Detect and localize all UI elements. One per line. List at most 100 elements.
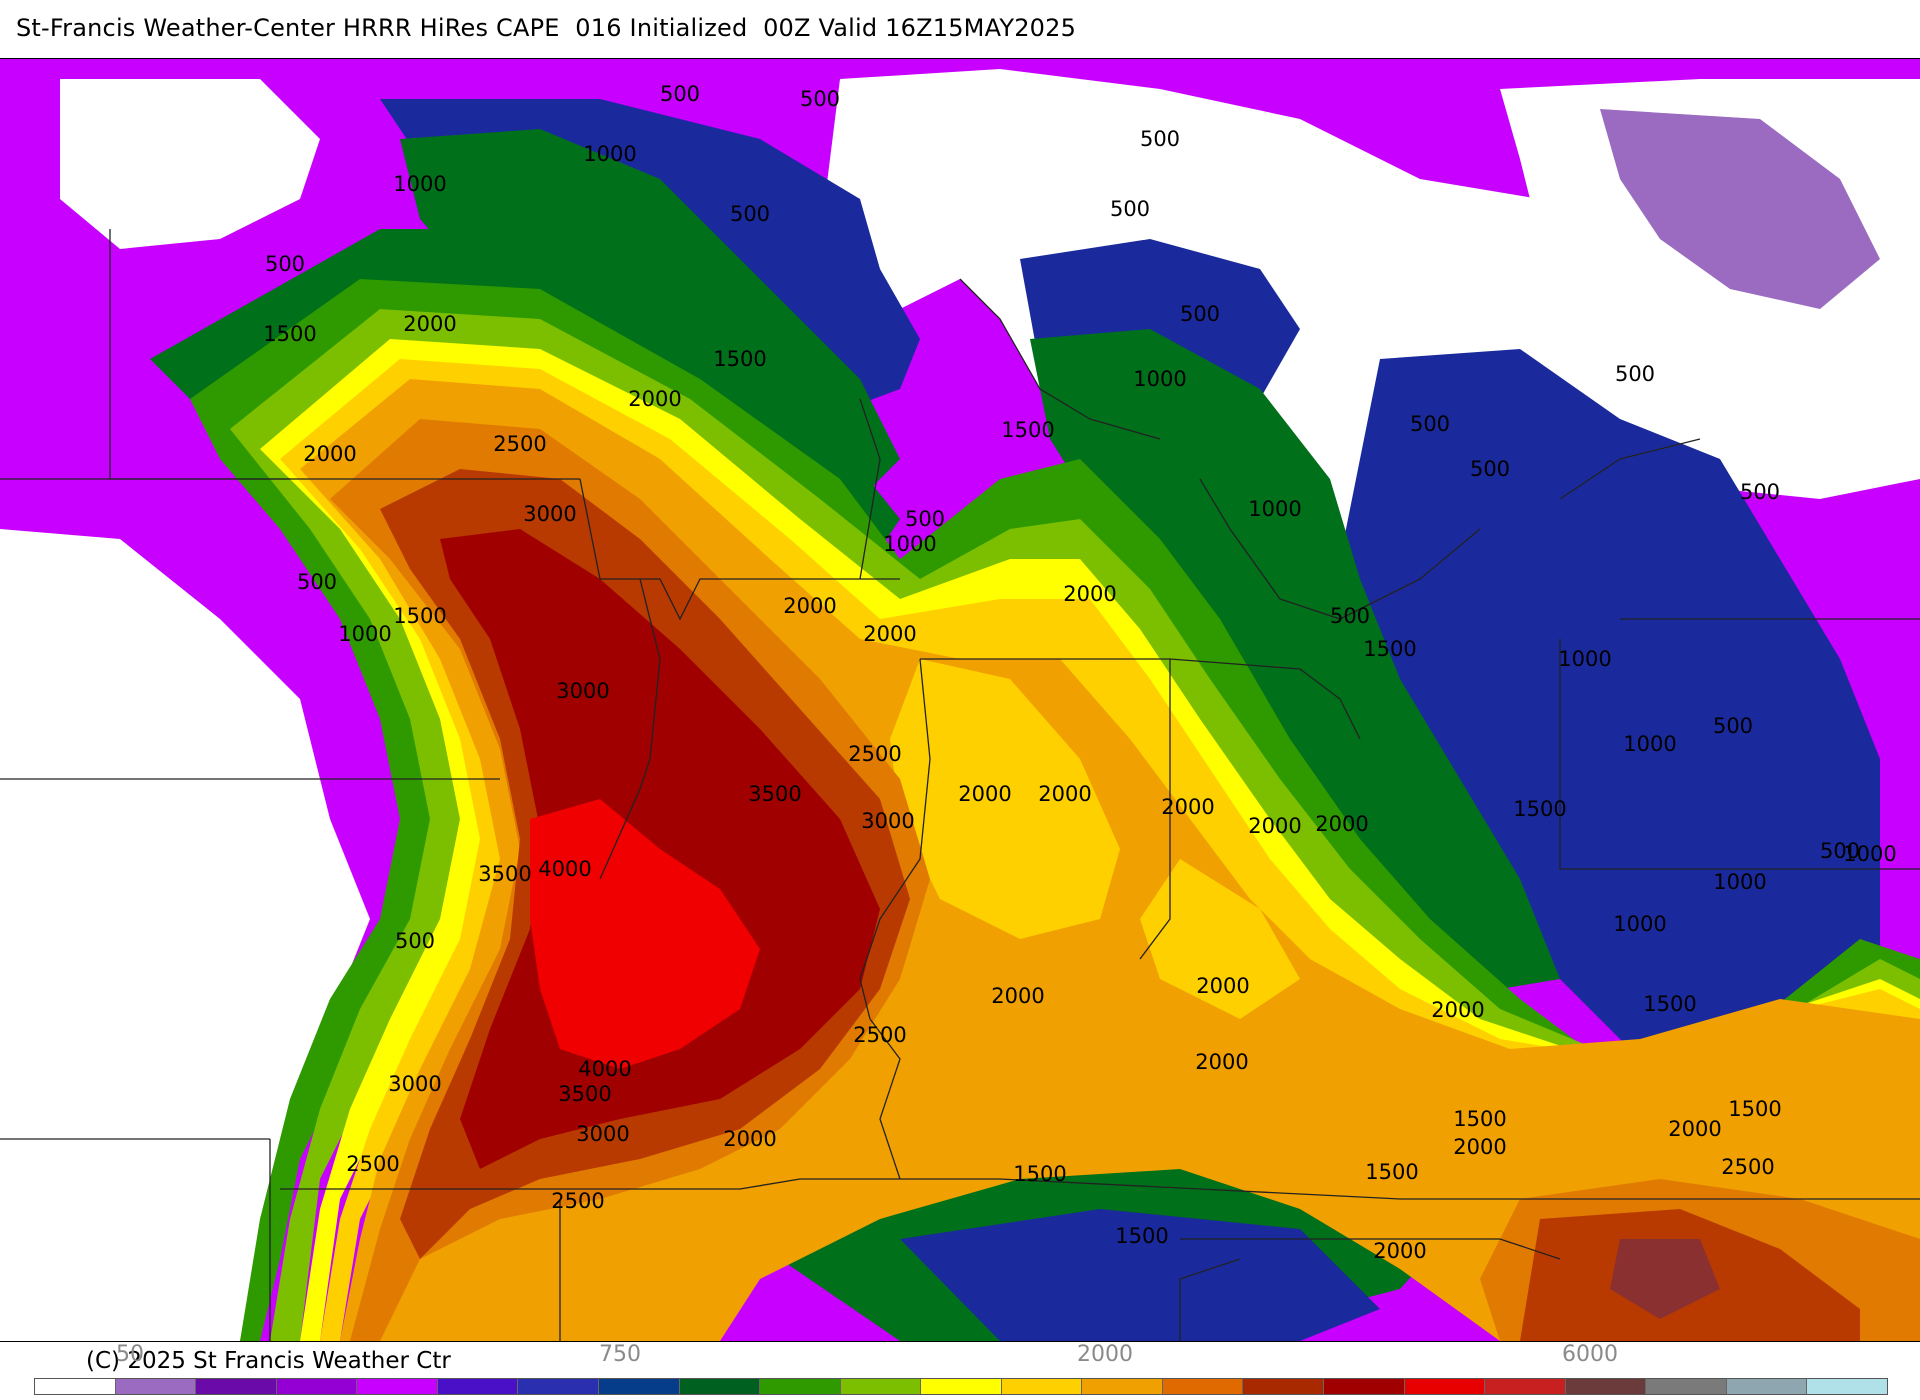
colorbar-swatch — [1726, 1379, 1808, 1394]
contour-label: 1000 — [1248, 497, 1301, 521]
state-border-11 — [280, 1178, 1920, 1200]
contour-label: 2000 — [991, 984, 1044, 1008]
contour-label: 500 — [265, 252, 305, 276]
colorbar-swatch — [1646, 1379, 1727, 1394]
contour-label: 500 — [1713, 714, 1753, 738]
contour-label: 1000 — [1623, 732, 1676, 756]
contour-label: 2000 — [958, 782, 1011, 806]
colorbar-swatch — [115, 1379, 197, 1394]
colorbar-swatch — [921, 1379, 1002, 1394]
state-border-14 — [1179, 1258, 1241, 1341]
contour-label: 2000 — [723, 1127, 776, 1151]
colorbar-tick-labels: 50 750 2000 6000 — [0, 1342, 1920, 1372]
band-brown-se — [1610, 1239, 1720, 1319]
contour-label: 500 — [1410, 412, 1450, 436]
contour-label: 2000 — [1195, 1050, 1248, 1074]
contour-label: 1500 — [1365, 1160, 1418, 1184]
contour-label: 1500 — [1513, 797, 1566, 821]
colorbar-swatch — [1082, 1379, 1163, 1394]
state-borders-layer — [0, 229, 1920, 1341]
band-lavender-ne — [1600, 109, 1880, 309]
contour-label: 2000 — [1431, 998, 1484, 1022]
contour-label: 500 — [730, 202, 770, 226]
island-gold-oh — [1140, 859, 1300, 1019]
state-border-7 — [859, 658, 931, 1020]
colorbar-swatch — [518, 1379, 599, 1394]
contour-label: 2000 — [1196, 974, 1249, 998]
contour-label: 2000 — [1668, 1117, 1721, 1141]
contour-label: 500 — [660, 82, 700, 106]
island-gold-il — [890, 659, 1120, 939]
colorbar-swatch — [1485, 1379, 1566, 1394]
contour-label: 1000 — [883, 532, 936, 556]
colorbar-swatch — [679, 1379, 761, 1394]
contour-label: 2500 — [493, 432, 546, 456]
contour-label: 500 — [1330, 604, 1370, 628]
colorbar-swatch — [1404, 1379, 1486, 1394]
state-border-6 — [599, 578, 661, 880]
contour-label: 2000 — [1453, 1135, 1506, 1159]
contour-label: 500 — [1110, 197, 1150, 221]
colorbar-swatch — [276, 1379, 358, 1394]
contour-label: 2000 — [1315, 812, 1368, 836]
zone-northwest — [60, 79, 320, 249]
contour-label: 3500 — [558, 1082, 611, 1106]
contour-label: 2000 — [628, 387, 681, 411]
cape-field-layer — [0, 59, 1920, 1341]
state-border-17 — [859, 398, 881, 580]
contour-label: 3500 — [478, 862, 531, 886]
contour-label: 1000 — [1558, 647, 1611, 671]
map-title: St-Francis Weather-Center HRRR HiRes CAP… — [16, 14, 1077, 42]
state-border-10 — [869, 1018, 901, 1180]
contour-label: 2000 — [303, 442, 356, 466]
contour-label: 1500 — [1001, 418, 1054, 442]
contour-label: 2500 — [853, 1023, 906, 1047]
contour-label: 2000 — [1248, 814, 1301, 838]
cape-map: 500 500 1000 500 1000 500 500 500 500 1500 2000 150… — [0, 58, 1920, 1342]
colorbar-swatch — [1162, 1379, 1244, 1394]
colorbar-swatch — [840, 1379, 922, 1394]
colorbar-swatch — [760, 1379, 841, 1394]
contour-label: 500 — [800, 87, 840, 111]
colorbar-swatch — [357, 1379, 438, 1394]
contour-label: 3000 — [388, 1072, 441, 1096]
band-red — [530, 799, 760, 1069]
contour-label: 1500 — [1013, 1162, 1066, 1186]
contour-label: 1500 — [1363, 637, 1416, 661]
colorbar-swatch — [1807, 1379, 1887, 1394]
state-border-20 — [1559, 438, 1701, 500]
colorbar-swatch — [437, 1379, 519, 1394]
contour-label: 500 — [1615, 362, 1655, 386]
contour-label: 2500 — [1721, 1155, 1774, 1179]
contour-label: 500 — [395, 929, 435, 953]
contour-label: 2000 — [1373, 1239, 1426, 1263]
contour-label: 2500 — [346, 1152, 399, 1176]
contour-label: 4000 — [578, 1057, 631, 1081]
colorbar-tick-label: 2000 — [1077, 1342, 1133, 1367]
state-border-18 — [959, 278, 1161, 440]
contour-label: 500 — [905, 507, 945, 531]
contour-label: 1500 — [1728, 1097, 1781, 1121]
colorbar-swatch — [1565, 1379, 1647, 1394]
contour-label: 2500 — [848, 742, 901, 766]
contour-label: 2000 — [1038, 782, 1091, 806]
contour-label: 2000 — [1063, 582, 1116, 606]
contour-label: 1000 — [1713, 870, 1766, 894]
contour-label: 500 — [1820, 839, 1860, 863]
contour-label: 500 — [1470, 457, 1510, 481]
colorbar-tick-label: 750 — [599, 1342, 641, 1367]
colorbar-legend — [34, 1378, 1888, 1395]
contour-label: 2500 — [551, 1189, 604, 1213]
contour-label: 4000 — [538, 857, 591, 881]
contour-label: 500 — [297, 570, 337, 594]
contour-label: 2000 — [1161, 795, 1214, 819]
colorbar-swatch — [1243, 1379, 1324, 1394]
contour-label: 3000 — [576, 1122, 629, 1146]
contour-label: 2000 — [863, 622, 916, 646]
contour-label: 1000 — [338, 622, 391, 646]
contour-label: 3000 — [556, 679, 609, 703]
contour-label: 1000 — [583, 142, 636, 166]
contour-label: 1500 — [1115, 1224, 1168, 1248]
colorbar-swatch — [1001, 1379, 1083, 1394]
colorbar-swatch — [598, 1379, 680, 1394]
